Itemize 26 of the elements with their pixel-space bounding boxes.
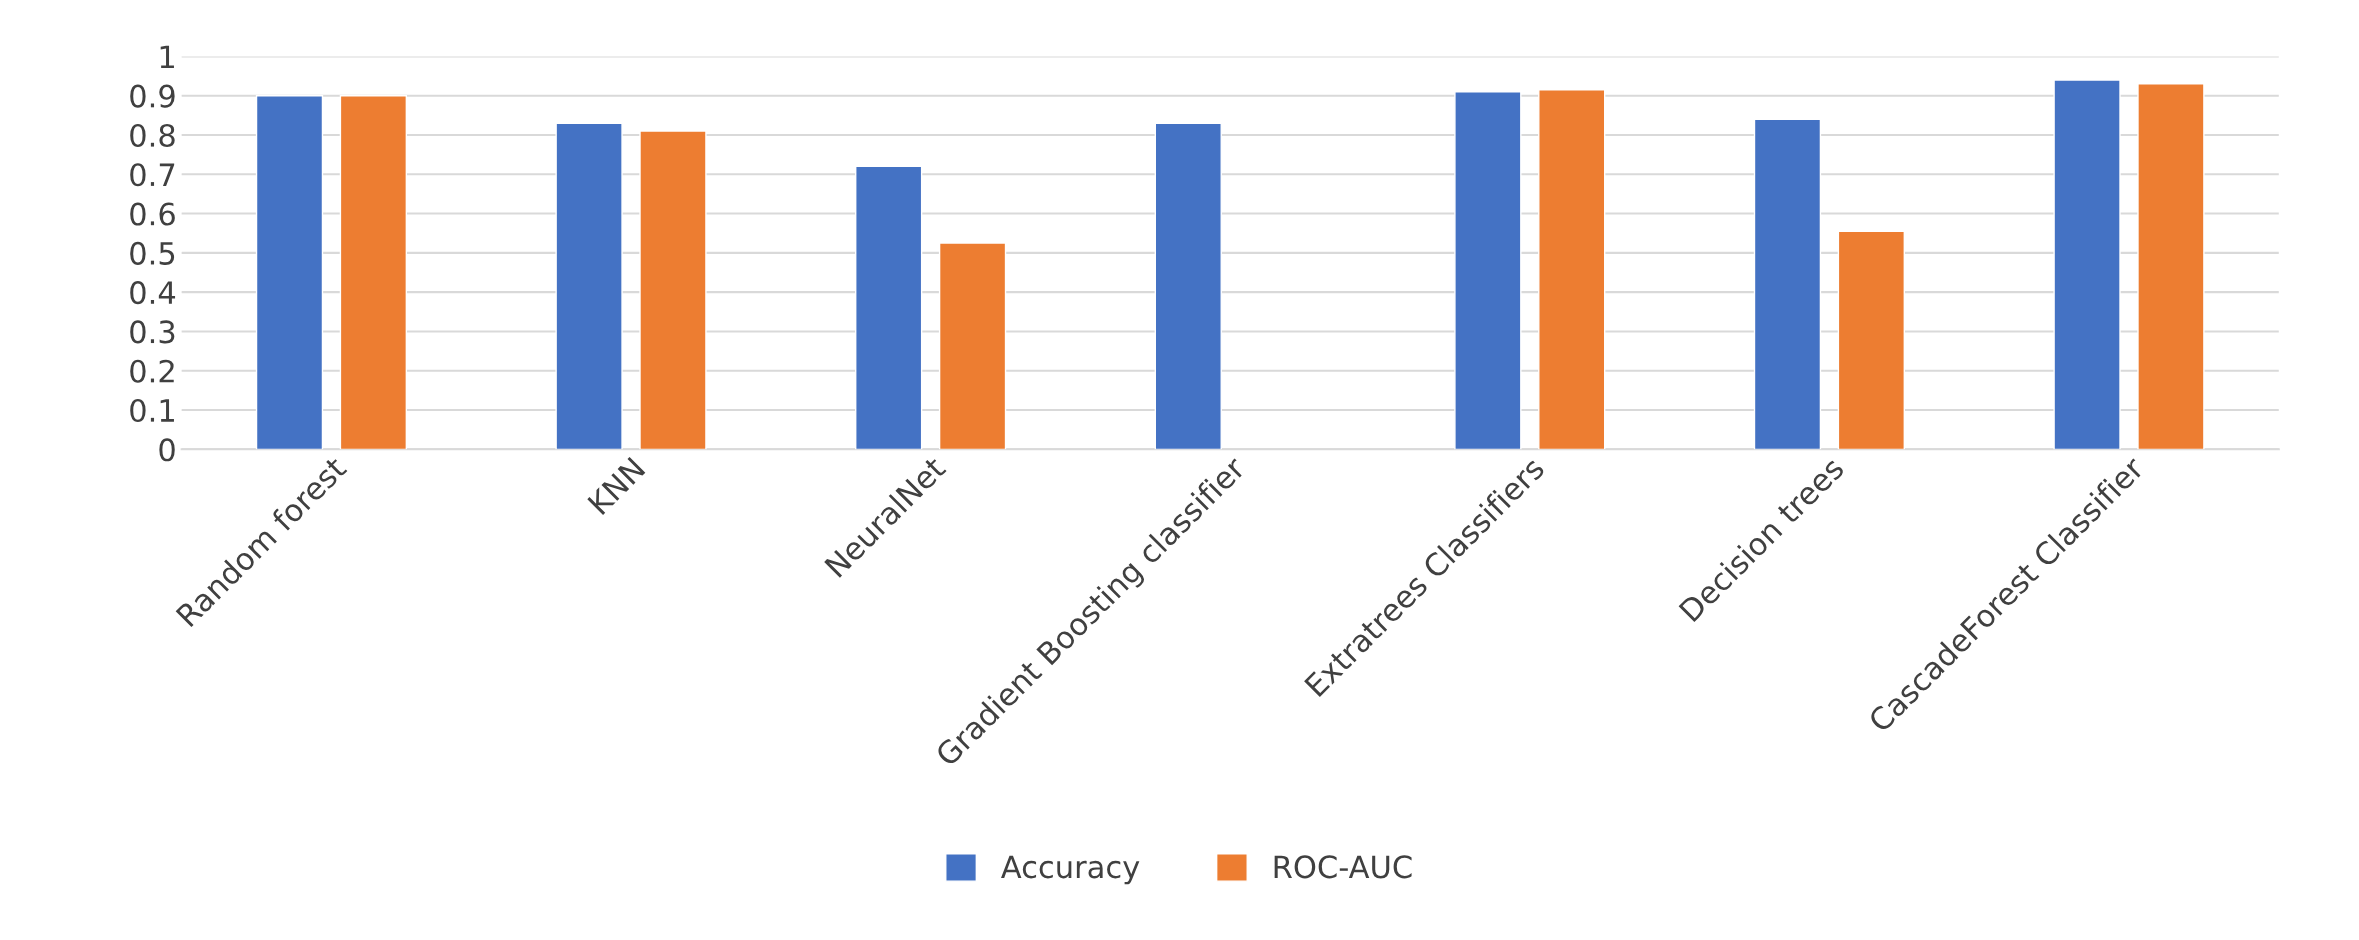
y-tick-label: 1 [160, 45, 174, 69]
bar [1837, 230, 1905, 450]
y-tick-label: 0.3 [130, 320, 175, 344]
bar [855, 165, 923, 450]
y-tick-label: 0.8 [130, 123, 175, 148]
y-tick-label: 0.1 [130, 398, 174, 423]
bar [1753, 118, 1822, 450]
bar [555, 122, 623, 450]
legend-label: ROC-AUC [1274, 855, 1412, 879]
y-tick-label: 0.7 [130, 163, 175, 187]
y-tick-label: 0.4 [130, 281, 176, 305]
bar [639, 130, 707, 450]
bar [339, 94, 408, 450]
bar [1538, 89, 1606, 450]
bar [2137, 83, 2205, 450]
y-tick-label: 0.2 [130, 359, 174, 383]
y-tick-label: 0.6 [130, 202, 175, 226]
y-tick-label: 0 [159, 438, 175, 462]
y-tick-label: 0.5 [130, 241, 175, 265]
bar [1454, 91, 1522, 450]
bar [2053, 79, 2121, 450]
bar [1154, 122, 1222, 450]
y-tick-label: 0.9 [130, 84, 175, 108]
legend-label: Accuracy [1001, 855, 1140, 885]
bar [938, 242, 1007, 450]
bar [255, 94, 324, 450]
